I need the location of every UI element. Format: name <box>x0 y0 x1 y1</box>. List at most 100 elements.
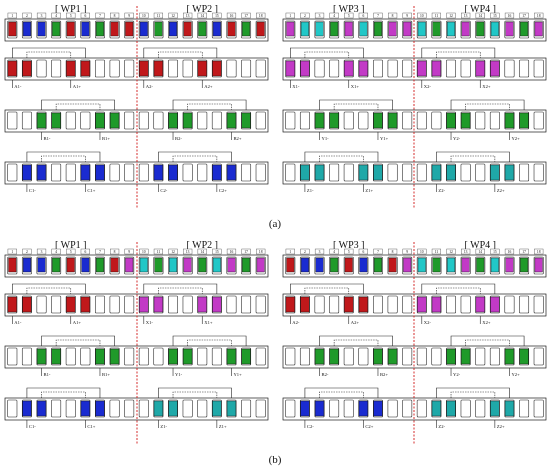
stator-slot <box>533 399 544 418</box>
end-winding <box>421 283 496 294</box>
slot-number-box <box>80 248 90 255</box>
coil-terminal-label: C1+ <box>87 188 95 193</box>
coil-terminal-label: B2+ <box>233 136 241 141</box>
slot-coil-fill <box>169 257 178 273</box>
end-winding-inner <box>55 339 101 346</box>
coil-terminal-label: Y2+ <box>511 136 520 141</box>
stator-slot <box>489 347 500 366</box>
wp-label: [ WP4 ] <box>465 4 496 15</box>
winding-panel-2: [ WP3 ][ WP4 ]1 2 3 4 5 6 7 8 9 10 11 12 13 14 15 16 17 1… <box>282 240 547 429</box>
phase-coil <box>241 348 251 365</box>
stator-slot <box>519 399 530 418</box>
slot-number-box <box>212 248 222 255</box>
slot-number: 14 <box>478 250 482 254</box>
phase-coil <box>300 400 310 417</box>
stator-slot <box>226 295 237 314</box>
stator-slot <box>36 59 47 78</box>
slot-number: 12 <box>171 14 175 18</box>
slot-number: 9 <box>406 14 408 18</box>
end-winding <box>12 47 86 58</box>
coil-terminal-label: C1- <box>29 188 36 193</box>
slot-number: 7 <box>99 250 101 254</box>
stator-slot <box>533 347 544 366</box>
stator-slot <box>255 59 266 78</box>
slot-number-box <box>285 12 295 19</box>
end-winding <box>41 335 115 346</box>
phase-coil <box>417 60 427 77</box>
coil-terminal-label: A2- <box>146 84 154 89</box>
stator-slot <box>431 111 442 130</box>
stator-slot <box>329 295 340 314</box>
slot-coil-fill <box>315 257 324 273</box>
stator-slot <box>51 399 62 418</box>
stator-slot <box>109 295 120 314</box>
slot-number-box <box>109 12 120 19</box>
top-stator-strip <box>4 18 269 42</box>
slot-coil-fill <box>359 257 368 273</box>
stator-slot <box>533 163 544 182</box>
slot-number: 17 <box>244 14 248 18</box>
stator-slot <box>21 111 32 130</box>
slot-number: 7 <box>99 14 101 18</box>
stator-slot <box>138 399 149 418</box>
slot-number: 18 <box>259 250 263 254</box>
slot-number: 4 <box>333 14 335 18</box>
slot-coil-fill <box>256 257 265 273</box>
phase-coil <box>344 296 354 313</box>
slot-number-box <box>22 12 32 19</box>
phase-coil <box>168 400 178 417</box>
slot-coil-fill <box>22 21 31 37</box>
slot-coil-fill <box>95 257 104 273</box>
slot-number: 3 <box>41 250 43 254</box>
slot-coil-fill <box>403 21 412 37</box>
coil-terminal-label: Y2+ <box>511 372 520 377</box>
coil-terminal-label: X2+ <box>482 320 491 325</box>
slot-number: 16 <box>230 250 234 254</box>
slot-coil-fill <box>169 21 178 37</box>
slot-number: 16 <box>230 14 234 18</box>
stator-slot <box>51 163 62 182</box>
phase-coil <box>51 112 61 129</box>
coil-terminal-label: Z2- <box>438 424 445 429</box>
phase-coil <box>314 112 325 129</box>
phase-coil <box>490 164 500 181</box>
phase-coil <box>22 400 32 417</box>
phase-coil <box>22 296 32 313</box>
phase-coil <box>431 60 441 77</box>
wp-label: [ WP1 ] <box>55 4 86 15</box>
end-winding <box>158 387 232 398</box>
slot-coil-fill <box>139 257 148 273</box>
coil-terminal-label: C1+ <box>87 424 95 429</box>
slot-number-box <box>519 248 529 255</box>
slot-number-box <box>51 12 61 19</box>
slot-number-box <box>534 12 544 19</box>
slot-number-box <box>285 248 295 255</box>
slot-coil-fill <box>476 257 485 273</box>
slot-coil-fill <box>37 257 46 273</box>
coil-terminal-label: Z1- <box>160 424 167 429</box>
top-stator-strip <box>282 18 547 42</box>
slot-number: 16 <box>508 14 512 18</box>
coil-terminal-label: C2+ <box>365 424 373 429</box>
coil-terminal-label: X2+ <box>482 84 491 89</box>
slot-number: 2 <box>26 250 28 254</box>
coil-terminal-label: Y2- <box>453 136 461 141</box>
slot-number: 4 <box>55 14 57 18</box>
end-winding <box>143 47 218 58</box>
slot-coil-fill <box>52 257 61 273</box>
end-winding-inner <box>319 391 364 398</box>
stator-slot <box>124 163 135 182</box>
phase-coil <box>285 60 295 77</box>
coil-terminal-label: Z1- <box>307 188 314 193</box>
stator-slot <box>343 399 354 418</box>
slot-number-box <box>314 248 325 255</box>
slot-number: 17 <box>244 250 248 254</box>
stator-slot <box>124 295 135 314</box>
stator-slot <box>299 347 310 366</box>
coil-terminal-label: X2- <box>424 320 432 325</box>
slot-coil-fill <box>183 257 192 273</box>
phase-coil <box>80 296 90 313</box>
slot-number-box <box>66 248 76 255</box>
slot-number: 1 <box>11 250 13 254</box>
coil-terminal-label: Z2+ <box>497 188 505 193</box>
